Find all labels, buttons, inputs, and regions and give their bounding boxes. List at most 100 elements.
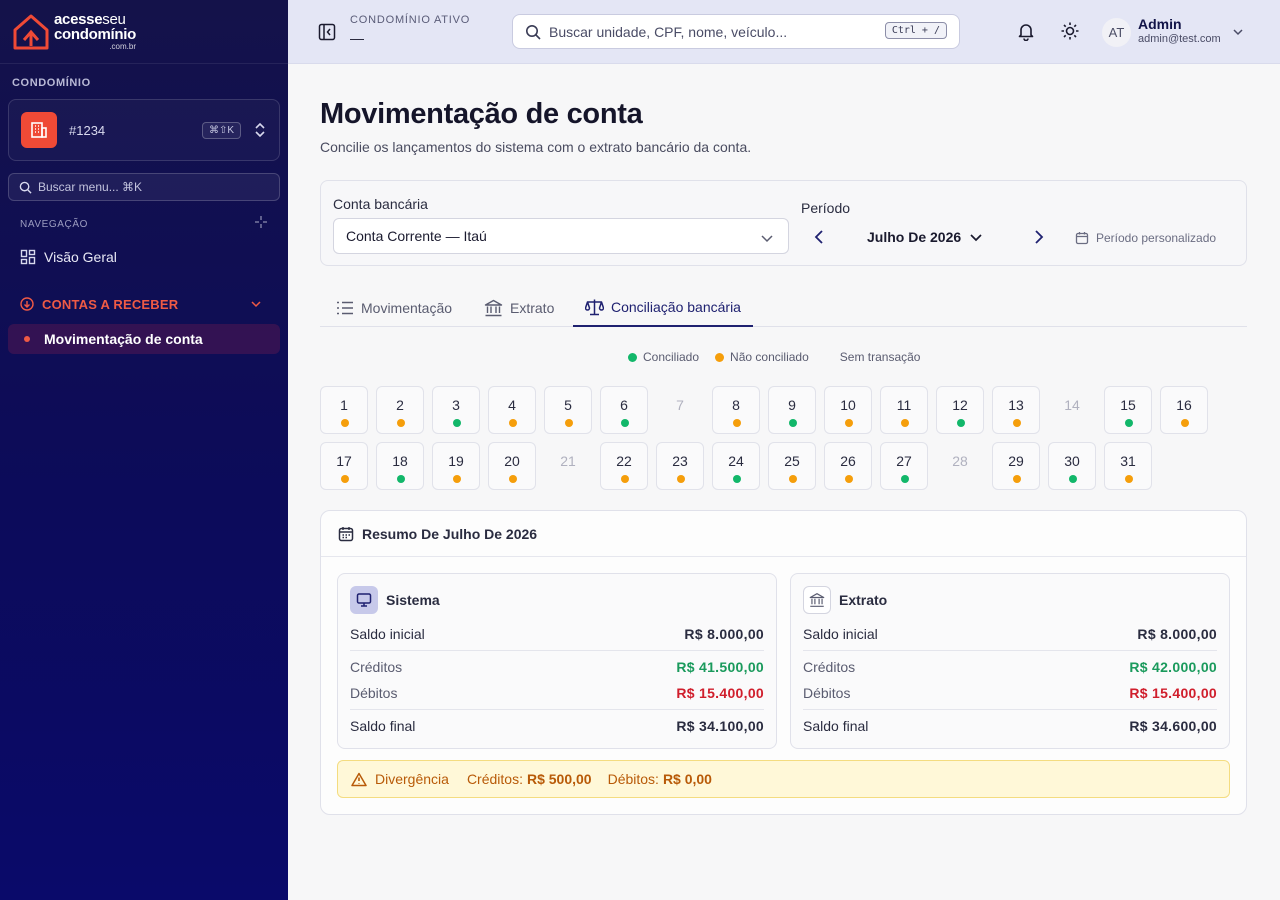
green-dot-icon [621, 419, 629, 427]
orange-dot-icon [715, 352, 725, 362]
day-number: 29 [1008, 453, 1024, 469]
divergence-label: Divergência [375, 771, 449, 787]
calendar-day-18[interactable]: 18 [376, 442, 424, 490]
calendar-day-31[interactable]: 31 [1104, 442, 1152, 490]
saldo-final-row: Saldo final R$ 34.100,00 [350, 718, 764, 734]
calendar-day-20[interactable]: 20 [488, 442, 536, 490]
calendar-day-8[interactable]: 8 [712, 386, 760, 434]
account-select[interactable]: Conta Corrente — Itaú [333, 218, 789, 254]
day-number: 15 [1120, 397, 1136, 413]
sidebar-toggle-icon[interactable] [318, 23, 336, 41]
sidebar-group-contas-a-receber[interactable]: CONTAS A RECEBER [8, 289, 280, 319]
calendar-day-1[interactable]: 1 [320, 386, 368, 434]
custom-period-button[interactable]: Período personalizado [1075, 231, 1216, 245]
logo-text: acesseseu condomínio .com.br [54, 12, 136, 51]
calendar-day-23[interactable]: 23 [656, 442, 704, 490]
account-value: Conta Corrente — Itaú [346, 228, 487, 244]
saldo-final-row: Saldo final R$ 34.600,00 [803, 718, 1217, 734]
row-label: Débitos [350, 685, 398, 701]
global-search-input[interactable]: Buscar unidade, CPF, nome, veículo... Ct… [512, 14, 960, 49]
calendar-day-13[interactable]: 13 [992, 386, 1040, 434]
orange-dot-icon [1013, 419, 1021, 427]
orange-dot-icon [733, 419, 741, 427]
logo[interactable]: acesseseu condomínio .com.br [0, 0, 288, 64]
day-number: 25 [784, 453, 800, 469]
day-number: 27 [896, 453, 912, 469]
tab-movimentacao[interactable]: Movimentação [336, 288, 452, 327]
debitos-row: Débitos R$ 15.400,00 [803, 685, 1217, 701]
calendar-day-4[interactable]: 4 [488, 386, 536, 434]
condo-switcher[interactable]: #1234 ⌘⇧K [8, 99, 280, 161]
calendar-legend: Conciliado Não conciliado Sem transação [628, 350, 936, 364]
day-number: 20 [504, 453, 520, 469]
chevron-down-icon [251, 301, 261, 308]
calendar-day-27[interactable]: 27 [880, 442, 928, 490]
pin-icon[interactable] [254, 215, 268, 229]
calendar-day-7[interactable]: 7 [656, 386, 704, 434]
scale-icon [585, 299, 604, 315]
menu-search-placeholder: Buscar menu... ⌘K [38, 180, 143, 194]
calendar-day-26[interactable]: 26 [824, 442, 872, 490]
chevron-left-icon[interactable] [812, 229, 826, 245]
green-dot-icon [957, 419, 965, 427]
tab-label: Movimentação [361, 299, 453, 316]
calendar-day-30[interactable]: 30 [1048, 442, 1096, 490]
calendar-day-19[interactable]: 19 [432, 442, 480, 490]
calendar-day-3[interactable]: 3 [432, 386, 480, 434]
menu-search-input[interactable]: Buscar menu... ⌘K [8, 173, 280, 201]
grid-icon [20, 249, 36, 265]
row-value: R$ 8.000,00 [1137, 626, 1217, 642]
nav-label: NAVEGAÇÃO [20, 219, 89, 230]
row-value: R$ 15.400,00 [1129, 685, 1217, 701]
calendar-day-5[interactable]: 5 [544, 386, 592, 434]
divider [803, 709, 1217, 710]
calendar-day-28[interactable]: 28 [936, 442, 984, 490]
divergence-debitos-value: R$ 0,00 [662, 771, 712, 787]
extrato-panel: Extrato Saldo inicial R$ 8.000,00 Crédito… [790, 573, 1230, 749]
sun-icon[interactable] [1060, 21, 1080, 41]
period-value: Julho De 2026 [867, 229, 962, 245]
orange-dot-icon [621, 475, 629, 483]
monitor-icon [350, 586, 378, 614]
calendar-day-21[interactable]: 21 [544, 442, 592, 490]
orange-dot-icon [397, 419, 405, 427]
row-label: Créditos [803, 659, 856, 675]
calendar-day-6[interactable]: 6 [600, 386, 648, 434]
summary-title: Resumo De Julho De 2026 [362, 525, 538, 542]
calendar-day-17[interactable]: 17 [320, 442, 368, 490]
chevron-right-icon[interactable] [1032, 229, 1046, 245]
tab-extrato[interactable]: Extrato [484, 288, 554, 327]
avatar[interactable]: AT [1102, 18, 1131, 47]
tab-conciliacao[interactable]: Conciliação bancária [573, 288, 753, 327]
calendar-day-14[interactable]: 14 [1048, 386, 1096, 434]
day-number: 31 [1120, 453, 1136, 469]
calendar-day-9[interactable]: 9 [768, 386, 816, 434]
chevron-down-icon[interactable] [1232, 26, 1244, 38]
active-condo-label: CONDOMÍNIO ATIVO [350, 14, 471, 26]
calendar-day-24[interactable]: 24 [712, 442, 760, 490]
row-value: R$ 42.000,00 [1129, 659, 1217, 675]
calendar-day-16[interactable]: 16 [1160, 386, 1208, 434]
calendar-day-15[interactable]: 15 [1104, 386, 1152, 434]
calendar-day-25[interactable]: 25 [768, 442, 816, 490]
search-icon [526, 24, 541, 40]
sidebar-item-visao-geral[interactable]: Visão Geral [8, 242, 280, 272]
bell-icon[interactable] [1016, 21, 1036, 41]
period-label: Período [801, 200, 851, 216]
calendar-day-10[interactable]: 10 [824, 386, 872, 434]
calendar-day-29[interactable]: 29 [992, 442, 1040, 490]
row-label: Saldo inicial [350, 626, 425, 642]
day-number: 28 [952, 453, 968, 469]
creditos-row: Créditos R$ 41.500,00 [350, 659, 764, 675]
day-number: 1 [340, 397, 348, 413]
orange-dot-icon [1013, 475, 1021, 483]
calendar-day-12[interactable]: 12 [936, 386, 984, 434]
period-select[interactable]: Julho De 2026 [867, 229, 983, 245]
calendar-day-22[interactable]: 22 [600, 442, 648, 490]
sidebar-item-movimentacao[interactable]: Movimentação de conta [8, 324, 280, 354]
orange-dot-icon [341, 475, 349, 483]
row-value: R$ 34.600,00 [1129, 718, 1217, 734]
calendar-day-11[interactable]: 11 [880, 386, 928, 434]
user-name[interactable]: Admin [1138, 16, 1182, 32]
calendar-day-2[interactable]: 2 [376, 386, 424, 434]
